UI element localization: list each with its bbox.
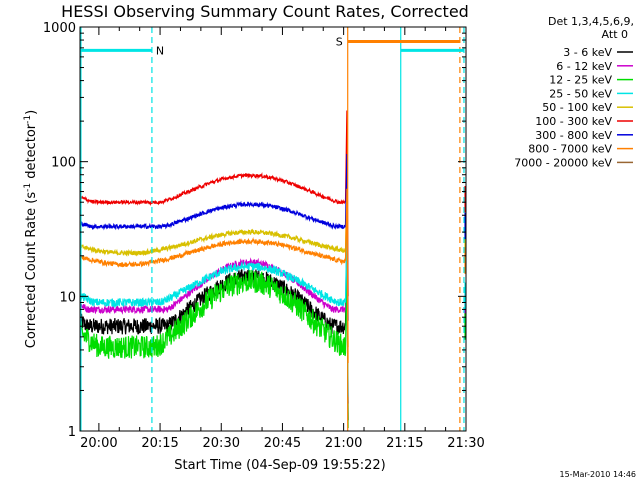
overlay-layer: NS <box>80 27 465 431</box>
flag-label-1: S <box>336 36 343 49</box>
y-tick-label: 1 <box>68 425 76 440</box>
y-tick-label: 10 <box>59 290 76 305</box>
legend-label-2: 12 - 25 keV <box>549 74 612 87</box>
legend-label-4: 50 - 100 keV <box>542 101 612 114</box>
axes-layer: 20:00 20:15 20:30 20:45 21:00 21:15 21:30 1 10 10… <box>43 21 485 451</box>
plot-frame <box>79 26 467 432</box>
series-line-2 <box>79 254 349 429</box>
flag-label-0: N <box>156 44 164 57</box>
legend-label-0: 3 - 6 keV <box>563 46 612 59</box>
chart-title: HESSI Observing Summary Count Rates, Cor… <box>61 2 469 21</box>
x-axis-label: Start Time (04-Sep-09 19:55:22) <box>174 458 385 473</box>
series-line-3 <box>79 223 349 397</box>
series-line-7 <box>79 188 349 364</box>
x-tick-label: 20:45 <box>264 436 301 451</box>
legend-label-3: 25 - 50 keV <box>549 87 612 100</box>
series-line-5 <box>79 110 349 297</box>
y-tick-label: 100 <box>51 156 76 171</box>
x-tick-label: 21:30 <box>447 436 484 451</box>
y-axis-label: Corrected Count Rate (s-1 detector-1) <box>23 110 39 348</box>
legend-header-line-2: Att 0 <box>602 28 628 41</box>
legend-header-line-1: Det 1,3,4,5,6,9, <box>548 15 634 28</box>
y-tick-label: 1000 <box>43 21 76 36</box>
x-tick-label: 21:00 <box>325 436 362 451</box>
series-layer <box>79 110 466 429</box>
footer-date: 15-Mar-2010 14:46 <box>560 470 637 479</box>
legend-label-1: 6 - 12 keV <box>556 60 612 73</box>
x-tick-label: 20:30 <box>203 436 240 451</box>
legend-label-7: 800 - 7000 keV <box>528 143 612 156</box>
legend-label-8: 7000 - 20000 keV <box>514 156 612 169</box>
x-tick-label: 21:15 <box>386 436 423 451</box>
series-line-6 <box>79 153 349 321</box>
x-tick-label: 20:15 <box>141 436 178 451</box>
legend-label-6: 300 - 800 keV <box>535 129 612 142</box>
x-tick-label: 20:00 <box>80 436 117 451</box>
series-line-4 <box>79 178 349 348</box>
legend-label-5: 100 - 300 keV <box>535 115 612 128</box>
